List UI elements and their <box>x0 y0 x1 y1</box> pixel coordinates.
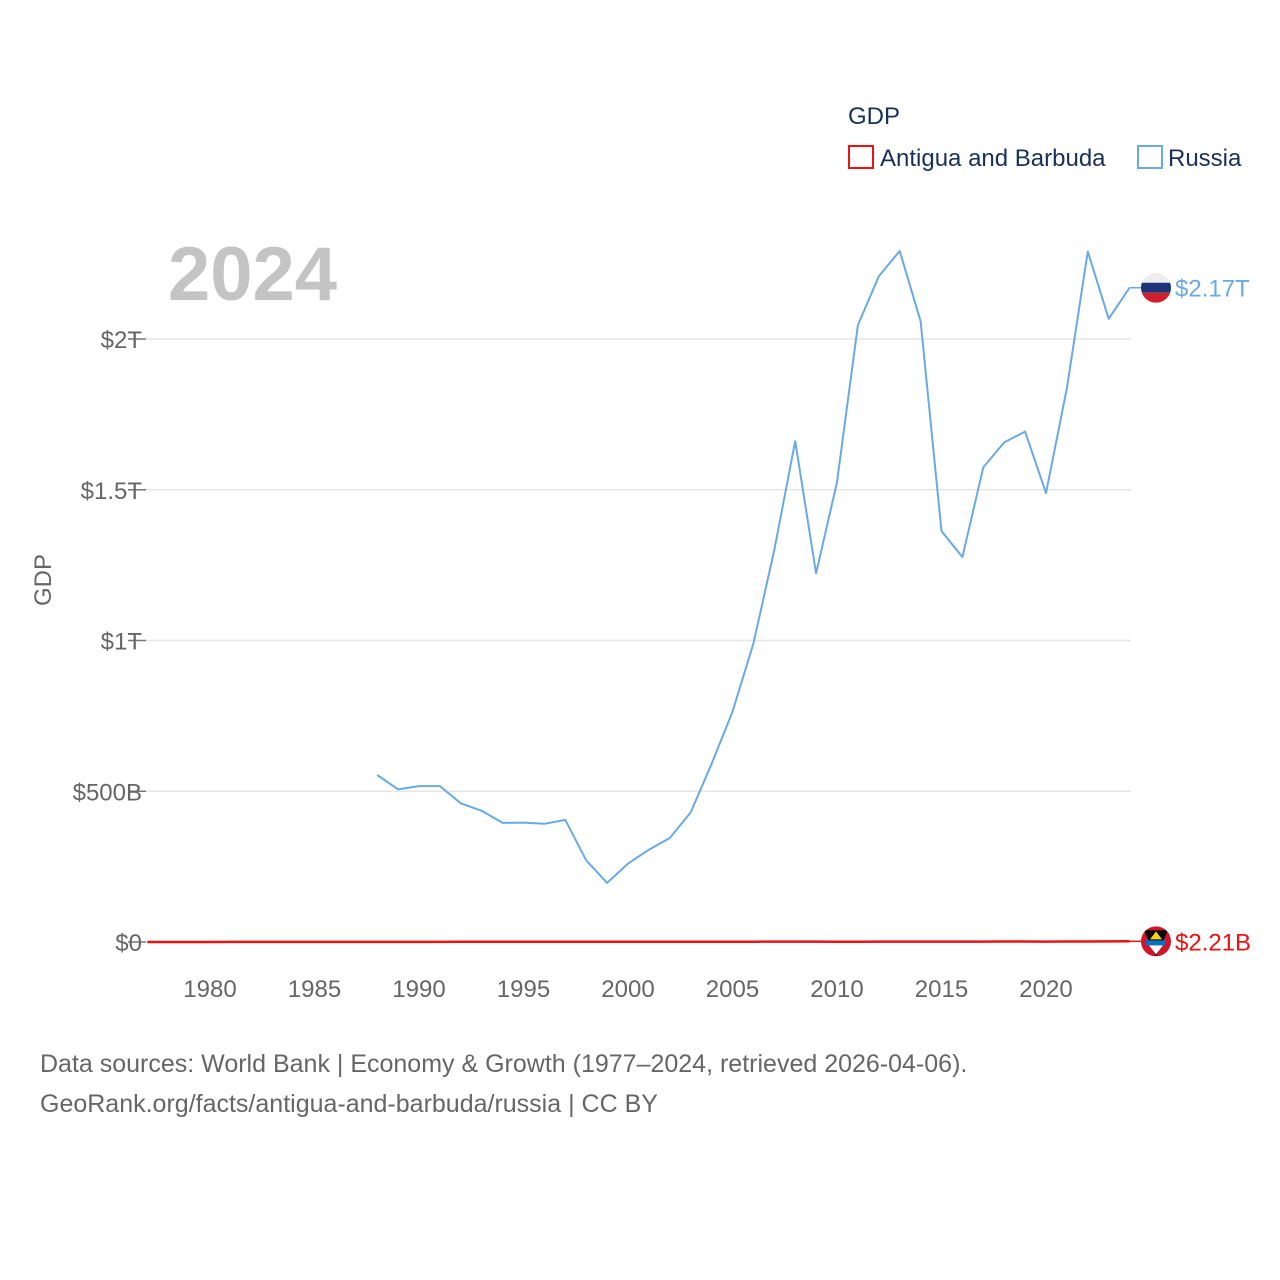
x-tick-label: 2010 <box>810 976 863 1003</box>
x-tick-label: 2015 <box>915 976 968 1003</box>
footer-sources: Data sources: World Bank | Economy & Gro… <box>40 1050 968 1078</box>
y-tick-label: $0 <box>115 930 142 957</box>
legend-item-russia[interactable]: Russia <box>1137 145 1242 172</box>
legend-label-antigua: Antigua and Barbuda <box>880 145 1106 172</box>
series-line-russia <box>376 250 1131 884</box>
data-source-footer: Data sources: World Bank | Economy & Gro… <box>40 1044 967 1124</box>
footer-link[interactable]: GeoRank.org/facts/antigua-and-barbuda/ru… <box>40 1090 658 1118</box>
legend-label-russia: Russia <box>1168 145 1242 172</box>
y-tick-label: $1.5T <box>81 478 143 505</box>
series-lines <box>147 250 1131 944</box>
series-line-antigua <box>147 940 1130 944</box>
legend-swatch-russia <box>1137 145 1163 169</box>
series-end-markers: $2.21B $2.17T <box>1129 272 1251 957</box>
x-tick-label: 2000 <box>601 976 654 1003</box>
gridlines <box>146 338 1131 792</box>
russia-flag-icon <box>1141 272 1171 303</box>
end-value-label-antigua: $2.21B <box>1175 929 1251 956</box>
current-year-label: 2024 <box>168 232 337 317</box>
legend: GDP Antigua and Barbuda Russia <box>848 103 1242 172</box>
y-axis-title: GDP <box>30 554 57 606</box>
x-tick-label: 1995 <box>497 976 550 1003</box>
legend-swatch-antigua <box>848 145 874 169</box>
y-tick-label: $500B <box>73 779 142 806</box>
antigua-and-barbuda-flag-icon <box>1141 926 1171 957</box>
x-tick-label: 2005 <box>706 976 759 1003</box>
x-axis: 1980 1985 1990 1995 2000 2005 2010 2015 2020 <box>183 976 1072 1003</box>
x-tick-label: 1990 <box>392 976 445 1003</box>
x-tick-label: 1985 <box>288 976 341 1003</box>
y-tick-label: $2T <box>101 327 143 354</box>
x-tick-label: 1980 <box>183 976 236 1003</box>
legend-item-antigua[interactable]: Antigua and Barbuda <box>848 145 1106 172</box>
x-tick-label: 2020 <box>1019 976 1072 1003</box>
end-value-label-russia: $2.17T <box>1175 276 1250 303</box>
y-axis: $0 $500B $1T $1.5T $2T <box>73 327 146 957</box>
legend-title: GDP <box>848 103 900 130</box>
y-tick-label: $1T <box>101 629 143 656</box>
